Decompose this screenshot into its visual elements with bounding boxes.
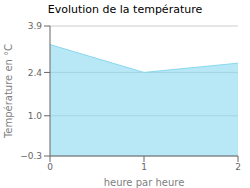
svg-text:heure par heure: heure par heure <box>104 177 185 188</box>
svg-text:2: 2 <box>235 162 241 172</box>
html-text:Evolution de la température: Evolution de la température <box>47 3 203 16</box>
svg-text:1.0: 1.0 <box>28 111 43 121</box>
svg-text:−0.3: −0.3 <box>20 151 42 161</box>
svg-text:0: 0 <box>47 162 53 172</box>
svg-text:1: 1 <box>141 162 147 172</box>
svg-text:2.4: 2.4 <box>28 68 43 78</box>
svg-text:Température en °C: Température en °C <box>8 44 14 139</box>
svg-text:3.9: 3.9 <box>28 21 43 31</box>
